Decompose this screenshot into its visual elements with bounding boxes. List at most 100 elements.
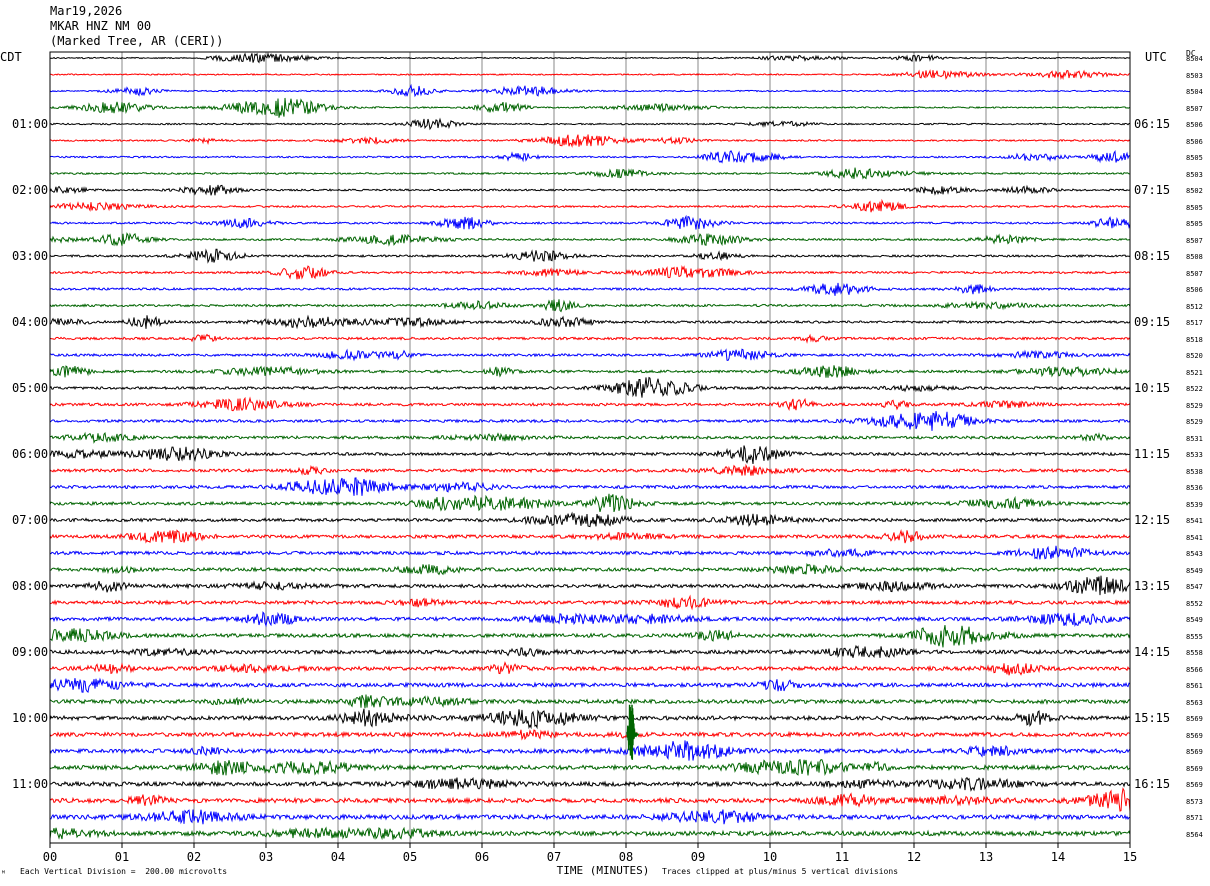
trace-line bbox=[49, 333, 1131, 344]
x-tick-label: 08 bbox=[619, 850, 633, 864]
dc-offset-label: 8529 bbox=[1186, 401, 1203, 410]
trace-line bbox=[49, 167, 1131, 180]
dc-offset-label: 8506 bbox=[1186, 286, 1203, 294]
x-tick-label: 05 bbox=[403, 850, 417, 864]
x-tick-label: 04 bbox=[331, 850, 345, 864]
dc-offset-label: 8518 bbox=[1186, 335, 1203, 344]
trace-line bbox=[49, 134, 1131, 148]
trace-line bbox=[49, 493, 1131, 513]
dc-offset-label: 8538 bbox=[1186, 467, 1203, 476]
dc-offset-label: 8536 bbox=[1186, 484, 1203, 492]
plot-grid bbox=[121, 52, 1059, 843]
trace-line bbox=[49, 758, 1131, 777]
header-station: MKAR HNZ NM 00 bbox=[50, 19, 152, 33]
dc-offset-label: 8569 bbox=[1186, 748, 1203, 756]
trace-line bbox=[49, 694, 1131, 709]
right-hour-label: 13:15 bbox=[1134, 579, 1171, 593]
left-hour-label: 08:00 bbox=[12, 579, 49, 593]
dc-offset-label: 8549 bbox=[1186, 616, 1203, 624]
right-hour-label: 14:15 bbox=[1134, 645, 1171, 659]
trace-line bbox=[49, 83, 1131, 98]
dc-label: DC bbox=[1186, 49, 1196, 58]
trace-line bbox=[49, 625, 1131, 648]
dc-offset-label: 8512 bbox=[1186, 302, 1203, 311]
dc-offset-label: 8522 bbox=[1186, 385, 1203, 393]
dc-offset-label: 8506 bbox=[1186, 121, 1203, 129]
trace-line bbox=[49, 411, 1131, 431]
dc-offset-label: 8563 bbox=[1186, 698, 1203, 707]
trace-line bbox=[49, 299, 1131, 313]
x-tick-label: 00 bbox=[43, 850, 57, 864]
dc-offset-label: 8533 bbox=[1186, 451, 1203, 459]
right-hour-label: 06:15 bbox=[1134, 117, 1171, 131]
dc-offset-label: 8569 bbox=[1186, 731, 1203, 740]
x-tick-label: 10 bbox=[763, 850, 777, 864]
trace-line bbox=[49, 445, 1131, 465]
x-tick-label: 07 bbox=[547, 850, 561, 864]
left-hour-label: 10:00 bbox=[12, 711, 49, 725]
dc-offset-label: 8539 bbox=[1186, 500, 1203, 509]
footer-clip-note: Traces clipped at plus/minus 5 vertical … bbox=[662, 867, 899, 876]
x-tick-label: 06 bbox=[475, 850, 489, 864]
x-tick-label: 01 bbox=[115, 850, 129, 864]
left-hour-label: 02:00 bbox=[12, 183, 49, 197]
dc-offset-label: 8508 bbox=[1186, 253, 1203, 261]
x-tick-label: 15 bbox=[1123, 850, 1137, 864]
trace-line bbox=[49, 97, 1131, 118]
event-burst bbox=[626, 704, 639, 760]
left-hour-label: 06:00 bbox=[12, 447, 49, 461]
dc-offset-label: 8507 bbox=[1186, 104, 1203, 113]
trace-line bbox=[49, 740, 1131, 761]
dc-offset-label: 8566 bbox=[1186, 665, 1203, 674]
dc-offset-label: 8573 bbox=[1186, 797, 1203, 806]
dc-offset-label: 8503 bbox=[1186, 170, 1203, 179]
right-hour-label: 10:15 bbox=[1134, 381, 1171, 395]
dc-offset-label: 8571 bbox=[1186, 814, 1203, 822]
trace-line bbox=[49, 51, 1131, 64]
left-hour-label: 01:00 bbox=[12, 117, 49, 131]
dc-offset-label: 8552 bbox=[1186, 599, 1203, 608]
dc-offset-label: 8541 bbox=[1186, 517, 1203, 525]
trace-line bbox=[49, 511, 1131, 528]
right-timezone-label: UTC bbox=[1145, 50, 1167, 64]
left-hour-label: 03:00 bbox=[12, 249, 49, 263]
dc-offset-label: 8504 bbox=[1186, 88, 1203, 96]
trace-line bbox=[49, 376, 1131, 398]
dc-offset-label: 8521 bbox=[1186, 368, 1203, 377]
trace-line bbox=[49, 611, 1131, 628]
dc-offset-label: 8505 bbox=[1186, 220, 1203, 228]
right-hour-label: 08:15 bbox=[1134, 249, 1171, 263]
dc-offset-label: 8504 bbox=[1186, 55, 1203, 63]
trace-line bbox=[49, 477, 1131, 496]
trace-line bbox=[49, 644, 1131, 658]
trace-line bbox=[49, 661, 1131, 676]
trace-line bbox=[49, 826, 1131, 841]
dc-offset-label: 8569 bbox=[1186, 781, 1203, 789]
trace-line bbox=[49, 314, 1131, 330]
trace-line bbox=[49, 708, 1131, 730]
dc-offset-label: 8547 bbox=[1186, 583, 1203, 591]
x-axis-label: TIME (MINUTES) bbox=[557, 864, 650, 877]
dc-offset-label: 8529 bbox=[1186, 418, 1203, 426]
dc-offset-label: 8564 bbox=[1186, 830, 1203, 839]
dc-offset-label: 8531 bbox=[1186, 434, 1203, 443]
trace-line bbox=[49, 677, 1131, 693]
dc-offset-label: 8569 bbox=[1186, 715, 1203, 723]
trace-line bbox=[49, 198, 1131, 213]
dc-offset-label: 8503 bbox=[1186, 71, 1203, 80]
dc-offset-label: 8549 bbox=[1186, 566, 1203, 575]
dc-offset-label: 8520 bbox=[1186, 352, 1203, 360]
left-hour-label: 07:00 bbox=[12, 513, 49, 527]
trace-line bbox=[49, 463, 1131, 477]
x-tick-label: 09 bbox=[691, 850, 705, 864]
left-hour-label: 05:00 bbox=[12, 381, 49, 395]
trace-line bbox=[49, 787, 1131, 812]
trace-line bbox=[49, 265, 1131, 280]
left-timezone-label: CDT bbox=[0, 50, 22, 64]
trace-line bbox=[49, 729, 1131, 741]
trace-line bbox=[49, 396, 1131, 412]
footer-scale-note: Each Vertical Division = 200.00 microvol… bbox=[20, 867, 228, 876]
dc-offset-label: 8507 bbox=[1186, 236, 1203, 245]
header-date: Mar19,2026 bbox=[50, 4, 123, 18]
